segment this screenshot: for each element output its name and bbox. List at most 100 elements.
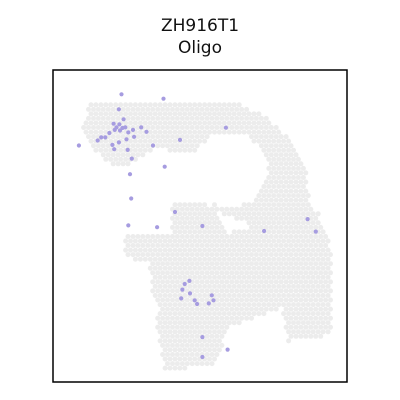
tissue-spot bbox=[303, 315, 309, 321]
tissue-spot bbox=[258, 143, 264, 149]
oligo-point bbox=[211, 298, 216, 303]
tissue-spot bbox=[103, 111, 109, 117]
tissue-spot bbox=[199, 270, 205, 276]
tissue-spot bbox=[145, 252, 151, 258]
tissue-spot bbox=[283, 206, 289, 212]
tissue-spot bbox=[179, 134, 185, 140]
tissue-spot bbox=[170, 125, 175, 130]
tissue-spot bbox=[160, 234, 166, 239]
tissue-spot bbox=[216, 274, 222, 280]
tissue-spot bbox=[187, 347, 193, 353]
tissue-spot bbox=[221, 293, 227, 298]
tissue-spot bbox=[263, 297, 269, 303]
tissue-spot bbox=[298, 234, 304, 239]
tissue-spot bbox=[313, 234, 319, 239]
tissue-spot bbox=[271, 129, 277, 135]
tissue-spot bbox=[258, 234, 264, 239]
tissue-spot bbox=[286, 202, 292, 208]
tissue-spot bbox=[142, 138, 148, 144]
tissue-spot bbox=[192, 293, 198, 298]
tissue-spot bbox=[209, 352, 215, 357]
tissue-spot bbox=[278, 243, 284, 248]
tissue-spot bbox=[263, 188, 269, 194]
tissue-spot bbox=[135, 252, 141, 258]
tissue-spot bbox=[268, 134, 274, 140]
tissue-spot bbox=[98, 111, 104, 117]
tissue-spot bbox=[283, 279, 289, 285]
tissue-spot bbox=[313, 243, 319, 248]
tissue-spot bbox=[150, 270, 156, 276]
tissue-spot bbox=[172, 338, 178, 344]
tissue-spot bbox=[160, 306, 166, 312]
tissue-spot bbox=[219, 125, 225, 130]
tissue-spot bbox=[286, 256, 292, 262]
tissue-spot bbox=[224, 115, 230, 121]
tissue-spot bbox=[184, 352, 190, 357]
tissue-spot bbox=[157, 129, 163, 135]
tissue-spot bbox=[293, 252, 299, 258]
tissue-spot bbox=[226, 274, 232, 280]
tissue-spot bbox=[308, 315, 314, 321]
tissue-spot bbox=[244, 252, 250, 258]
tissue-spot bbox=[214, 106, 220, 112]
tissue-spot bbox=[152, 102, 158, 108]
tissue-spot bbox=[281, 193, 287, 199]
tissue-spot bbox=[251, 265, 257, 271]
tissue-spot bbox=[140, 106, 146, 112]
tissue-spot bbox=[221, 229, 227, 235]
tissue-spot bbox=[271, 229, 277, 235]
tissue-spot bbox=[315, 238, 321, 244]
tissue-spot bbox=[145, 106, 151, 112]
tissue-spot bbox=[165, 252, 170, 258]
tissue-spot bbox=[281, 247, 287, 253]
tissue-spot bbox=[214, 279, 220, 285]
tissue-spot bbox=[177, 120, 183, 126]
tissue-spot bbox=[251, 211, 257, 217]
tissue-spot bbox=[303, 224, 309, 230]
tissue-spot bbox=[207, 356, 212, 362]
tissue-spot bbox=[288, 215, 294, 221]
tissue-spot bbox=[281, 147, 287, 153]
tissue-spot bbox=[256, 193, 262, 199]
tissue-spot bbox=[182, 338, 188, 344]
tissue-spot bbox=[197, 220, 203, 226]
tissue-spot bbox=[182, 256, 188, 262]
tissue-spot bbox=[192, 356, 198, 362]
tissue-spot bbox=[295, 329, 301, 335]
tissue-spot bbox=[91, 143, 96, 149]
tissue-spot bbox=[323, 261, 329, 267]
tissue-spot bbox=[273, 224, 279, 230]
tissue-spot bbox=[128, 138, 133, 144]
tissue-spot bbox=[155, 297, 161, 303]
tissue-spot bbox=[303, 288, 309, 294]
tissue-spot bbox=[241, 120, 247, 126]
tissue-spot bbox=[278, 270, 284, 276]
oligo-point bbox=[116, 107, 121, 112]
tissue-spot bbox=[187, 274, 193, 280]
tissue-spot bbox=[170, 143, 175, 149]
tissue-spot bbox=[184, 324, 190, 330]
tissue-spot bbox=[150, 106, 156, 112]
tissue-spot bbox=[147, 265, 153, 271]
tissue-spot bbox=[226, 238, 232, 244]
tissue-spot bbox=[125, 243, 131, 248]
tissue-spot bbox=[281, 229, 287, 235]
tissue-spot bbox=[160, 115, 166, 121]
tissue-spot bbox=[192, 347, 198, 353]
tissue-spot bbox=[86, 106, 91, 112]
tissue-spot bbox=[266, 202, 272, 208]
tissue-spot bbox=[113, 102, 119, 108]
tissue-spot bbox=[328, 306, 333, 312]
tissue-spot bbox=[170, 106, 175, 112]
tissue-spot bbox=[170, 352, 175, 357]
tissue-spot bbox=[224, 288, 230, 294]
chart-title: ZH916T1 bbox=[160, 16, 240, 36]
tissue-spot bbox=[221, 120, 227, 126]
tissue-spot bbox=[209, 315, 215, 321]
tissue-spot bbox=[224, 252, 230, 258]
tissue-spot bbox=[249, 134, 254, 140]
tissue-spot bbox=[115, 134, 121, 140]
tissue-spot bbox=[244, 206, 250, 212]
tissue-spot bbox=[209, 234, 215, 239]
tissue-spot bbox=[231, 256, 237, 262]
